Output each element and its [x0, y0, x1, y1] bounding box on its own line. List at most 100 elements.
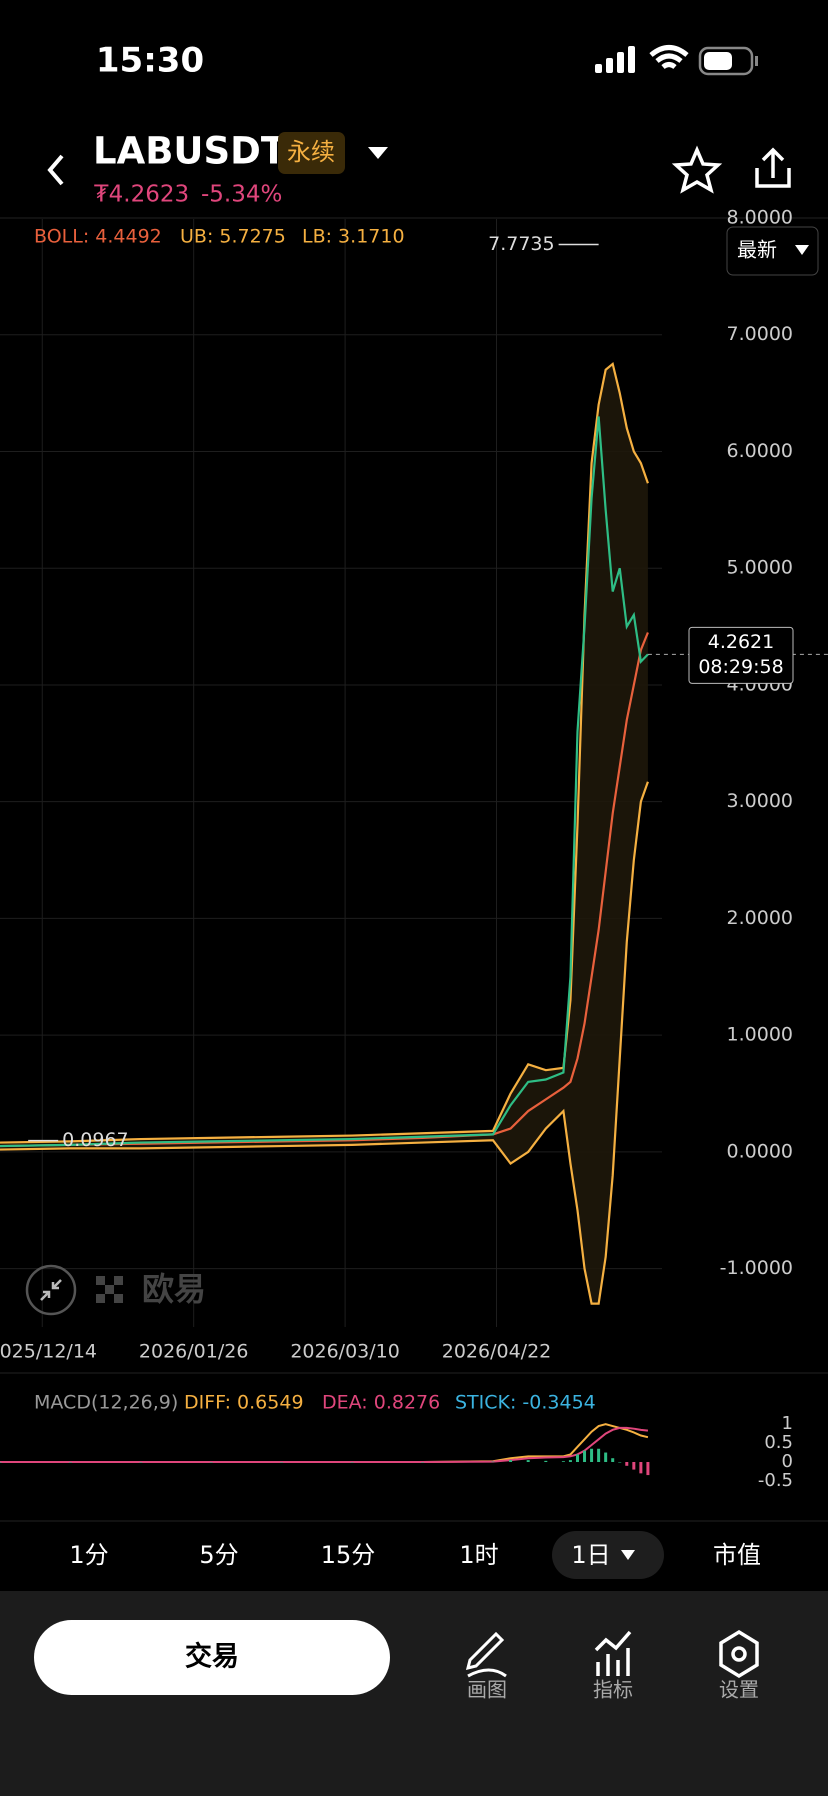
- lb-legend: LB: 3.1710: [302, 226, 405, 248]
- back-button[interactable]: [47, 154, 64, 186]
- macd-stick: [618, 1462, 622, 1463]
- settings-label: 设置: [719, 1678, 759, 1702]
- indicator-icon[interactable]: [594, 1630, 632, 1676]
- macd-line: [0, 1423, 649, 1463]
- trade-button[interactable]: [34, 1620, 390, 1695]
- share-button[interactable]: [755, 147, 791, 188]
- y-tick-label: 3.0000: [727, 790, 793, 812]
- timeframe-tab[interactable]: 1日: [571, 1541, 610, 1569]
- boll-legend: BOLL: 4.4492: [34, 226, 162, 248]
- price: ₮4.2623: [94, 182, 189, 208]
- x-tick-label: 2026/03/10: [290, 1341, 400, 1363]
- macd-stick: [646, 1462, 650, 1476]
- macd-stick: [350, 1462, 354, 1463]
- macd-chart: MACD(12,26,9) DIFF: 0.6549 DEA: 0.8276 STIC…: [0, 1392, 793, 1491]
- collapse-icon: [40, 1279, 62, 1301]
- badge-bg: [278, 132, 345, 174]
- y-tick-label: 1.0000: [727, 1024, 793, 1046]
- battery-icon: [698, 46, 758, 76]
- series-line: [0, 632, 649, 1148]
- symbol: LABUSDT: [93, 130, 287, 173]
- y-tick-label: -0.5: [758, 1470, 793, 1491]
- y-tick-label: 8.0000: [727, 207, 793, 229]
- macd-stick: [280, 1462, 284, 1463]
- price-mode-button[interactable]: [726, 226, 819, 276]
- badge: 永续: [287, 138, 335, 166]
- collapse-button[interactable]: [25, 1264, 77, 1316]
- y-tick-label: 1: [782, 1413, 793, 1434]
- macd-stick: [590, 1448, 594, 1463]
- last-price: 4.2621: [708, 631, 774, 653]
- tab-selected-bg: [552, 1531, 664, 1579]
- diff-legend: DIFF: 0.6549: [184, 1392, 304, 1414]
- price-mode-arrow: [795, 245, 809, 255]
- macd-stick: [632, 1462, 636, 1470]
- x-tick-label: 2026/01/26: [139, 1341, 249, 1363]
- macd-stick: [604, 1452, 608, 1463]
- price-mode: 最新: [737, 238, 777, 262]
- ub-legend: UB: 5.7275: [180, 226, 286, 248]
- last-price-time: 08:29:58: [698, 656, 783, 678]
- favorite-button[interactable]: [671, 145, 723, 194]
- macd-stick: [421, 1462, 425, 1463]
- y-tick-label: 0.0000: [727, 1140, 793, 1162]
- macd-stick: [209, 1462, 213, 1463]
- x-tick-label: 2025/12/14: [0, 1341, 97, 1363]
- band-fill: [0, 363, 648, 1304]
- macd-stick: [583, 1450, 587, 1463]
- y-tick-label: 6.0000: [727, 440, 793, 462]
- series-line: [0, 361, 649, 1144]
- macd-stick: [526, 1460, 530, 1463]
- macd-stick: [597, 1448, 601, 1463]
- tab-dropdown: [621, 1550, 635, 1560]
- watermark: 欧易: [142, 1270, 206, 1308]
- y-tick-label: 7.0000: [727, 323, 793, 345]
- macd-stick: [68, 1462, 72, 1463]
- wifi-icon: [649, 45, 689, 70]
- macd-stick: [0, 1462, 2, 1463]
- draw-label: 画图: [467, 1678, 507, 1702]
- symbol-dropdown[interactable]: [368, 147, 388, 159]
- macd-stick: [611, 1458, 615, 1463]
- macd-stick: [575, 1454, 579, 1463]
- draw-icon[interactable]: [465, 1631, 507, 1678]
- macd-stick: [544, 1460, 548, 1463]
- status-time: 15:30: [96, 41, 204, 81]
- macd-stick: [491, 1461, 495, 1463]
- timeframe-tab[interactable]: 5分: [199, 1541, 238, 1569]
- timeframe-tab[interactable]: 1分: [69, 1541, 108, 1569]
- trade-label: 交易: [185, 1641, 239, 1673]
- last-price-box: [688, 626, 794, 684]
- macd-stick: [509, 1460, 513, 1463]
- series-line: [0, 416, 649, 1148]
- stick-legend: STICK: -0.3454: [455, 1392, 596, 1414]
- x-tick-label: 2026/04/22: [442, 1341, 552, 1363]
- y-tick-label: 5.0000: [727, 557, 793, 579]
- macd-stick: [139, 1462, 143, 1463]
- macd-title: MACD(12,26,9): [34, 1392, 178, 1414]
- macd-stick: [625, 1462, 629, 1466]
- macd-stick: [568, 1460, 572, 1463]
- signal-icon: [595, 46, 635, 73]
- macd-stick: [639, 1462, 643, 1474]
- annotation-label: 0.0967: [62, 1129, 128, 1151]
- settings-icon[interactable]: [719, 1629, 759, 1679]
- change: -5.34%: [201, 182, 282, 208]
- price-chart: [0, 219, 828, 1327]
- y-tick-label: 2.0000: [727, 907, 793, 929]
- watermark-logo: [96, 1276, 123, 1303]
- indicator-label: 指标: [593, 1678, 633, 1702]
- y-tick-label: 0: [782, 1451, 793, 1472]
- y-tick-label: 0.5: [764, 1432, 793, 1453]
- timeframe-tabs: 1分 5分 15分 1时 1日 市值: [69, 1531, 761, 1579]
- settings-icon-center: [731, 1646, 747, 1662]
- timeframe-tab[interactable]: 1时: [459, 1541, 498, 1569]
- series-line: [0, 781, 649, 1305]
- timeframe-tab[interactable]: 15分: [321, 1541, 376, 1569]
- dea-legend: DEA: 0.8276: [322, 1392, 440, 1414]
- macd-line: [0, 1426, 649, 1463]
- timeframe-tab[interactable]: 市值: [713, 1541, 761, 1569]
- macd-stick: [561, 1461, 565, 1463]
